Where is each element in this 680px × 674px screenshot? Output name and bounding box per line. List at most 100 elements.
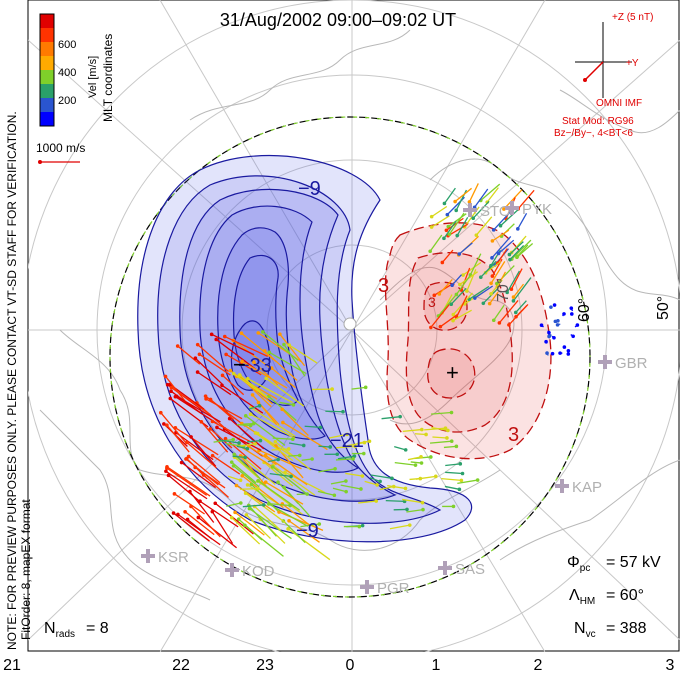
velocity-vector: [269, 473, 292, 478]
vector-origin: [286, 447, 291, 451]
vector-origin: [267, 350, 272, 355]
colorbar-tick: 200: [58, 95, 76, 107]
contour-label: −33: [238, 355, 272, 377]
vector-origin: [282, 342, 286, 347]
velocity-vector: [212, 420, 254, 444]
velocity-vector: [200, 421, 229, 453]
velocity-vector: [241, 475, 284, 509]
velocity-vector: [165, 470, 208, 500]
velocity-vector: [500, 208, 519, 227]
vector-origin: [341, 409, 345, 414]
velocity-vector: [492, 229, 510, 242]
vector-origin: [273, 439, 278, 444]
velocity-vector: [239, 487, 259, 490]
vector-origin: [514, 314, 518, 319]
velocity-vector: [458, 242, 473, 255]
velocity-vector: [445, 463, 461, 467]
velocity-vector: [282, 520, 306, 544]
velocity-vector: [304, 425, 321, 429]
vector-origin: [407, 523, 412, 527]
phi-pc-value: = 57 kV: [606, 554, 661, 571]
velocity-vector: [370, 474, 393, 479]
velocity-vector: [288, 520, 320, 543]
vector-origin: [305, 492, 309, 496]
vector-origin: [261, 503, 266, 507]
vector-origin: [263, 480, 268, 484]
vector-origin: [552, 303, 557, 307]
vector-origin: [253, 431, 258, 435]
contour-label: 3: [378, 275, 389, 297]
velocity-vector: [242, 422, 254, 425]
velocity-vector: [166, 467, 208, 496]
radar-stations: STO PYK GBR KAP KSR KOD PGR SAS: [141, 201, 648, 597]
vector-origin: [158, 410, 163, 415]
vector-origin: [391, 484, 396, 489]
vector-origin: [457, 252, 462, 256]
velocity-vector: [288, 442, 304, 447]
potential-max-marker: +: [446, 360, 459, 385]
velocity-vector: [474, 285, 494, 299]
station-marker-icon: [598, 355, 612, 369]
vector-origin: [360, 474, 365, 478]
velocity-vector: [480, 260, 497, 278]
vector-origin: [566, 352, 571, 356]
vector-origin: [199, 420, 204, 424]
vector-origin: [475, 478, 480, 482]
velocity-vector: [446, 217, 464, 231]
velocity-vector: [394, 461, 416, 466]
vector-origin: [179, 460, 184, 465]
velocity-vector: [475, 216, 493, 236]
vector-origin: [502, 207, 506, 211]
vector-origin: [445, 212, 450, 217]
station-marker-icon: [225, 563, 239, 577]
vector-origin: [251, 421, 256, 426]
vector-origin: [443, 426, 448, 431]
velocity-vector: [406, 508, 424, 513]
vector-origin: [258, 438, 263, 443]
vector-origin: [558, 351, 562, 355]
velocity-vector: [258, 449, 302, 470]
vector-origin: [570, 312, 574, 316]
velocity-vector: [248, 445, 277, 466]
velocity-vector: [233, 465, 260, 488]
velocity-vector: [457, 479, 478, 485]
velocity-vector: [482, 287, 499, 304]
velocity-vector: [402, 428, 422, 433]
vector-origin: [169, 389, 173, 394]
velocity-vector: [234, 456, 260, 479]
velocity-vector: [430, 304, 450, 328]
velocity-vector: [493, 304, 505, 321]
vector-origin: [353, 444, 357, 449]
velocity-vector: [242, 504, 264, 508]
velocity-vector: [455, 274, 472, 295]
station-kap: KAP: [555, 479, 602, 496]
velocity-vector: [358, 500, 377, 504]
velocity-vector: [469, 253, 482, 276]
vector-origin: [511, 295, 516, 299]
velocity-vector: [443, 445, 457, 449]
vector-origin: [210, 419, 215, 424]
velocity-vector: [216, 426, 262, 451]
velocity-vector: [272, 465, 316, 496]
magnetic-pole-marker: [343, 317, 357, 331]
mlt-axis: 21 22 23 0 1 2 3: [3, 657, 674, 674]
velocity-vector: [210, 398, 235, 421]
velocity-vector: [336, 445, 356, 449]
velocity-vector: [438, 294, 457, 317]
vector-origin: [245, 483, 250, 487]
vector-origin: [429, 214, 434, 219]
velocity-vector: [257, 480, 301, 511]
vector-origin: [243, 491, 248, 495]
velocity-vector: [456, 216, 469, 236]
vector-origin: [245, 446, 250, 451]
vector-origin: [545, 351, 549, 355]
vector-origin: [449, 439, 454, 443]
station-label: SAS: [455, 561, 485, 578]
velocity-vector: [241, 360, 288, 389]
vector-origin: [168, 396, 173, 401]
vector-origin: [345, 432, 349, 437]
velocity-vector: [166, 466, 211, 497]
station-gbr: GBR: [598, 355, 648, 372]
velocity-vector: [262, 331, 299, 361]
